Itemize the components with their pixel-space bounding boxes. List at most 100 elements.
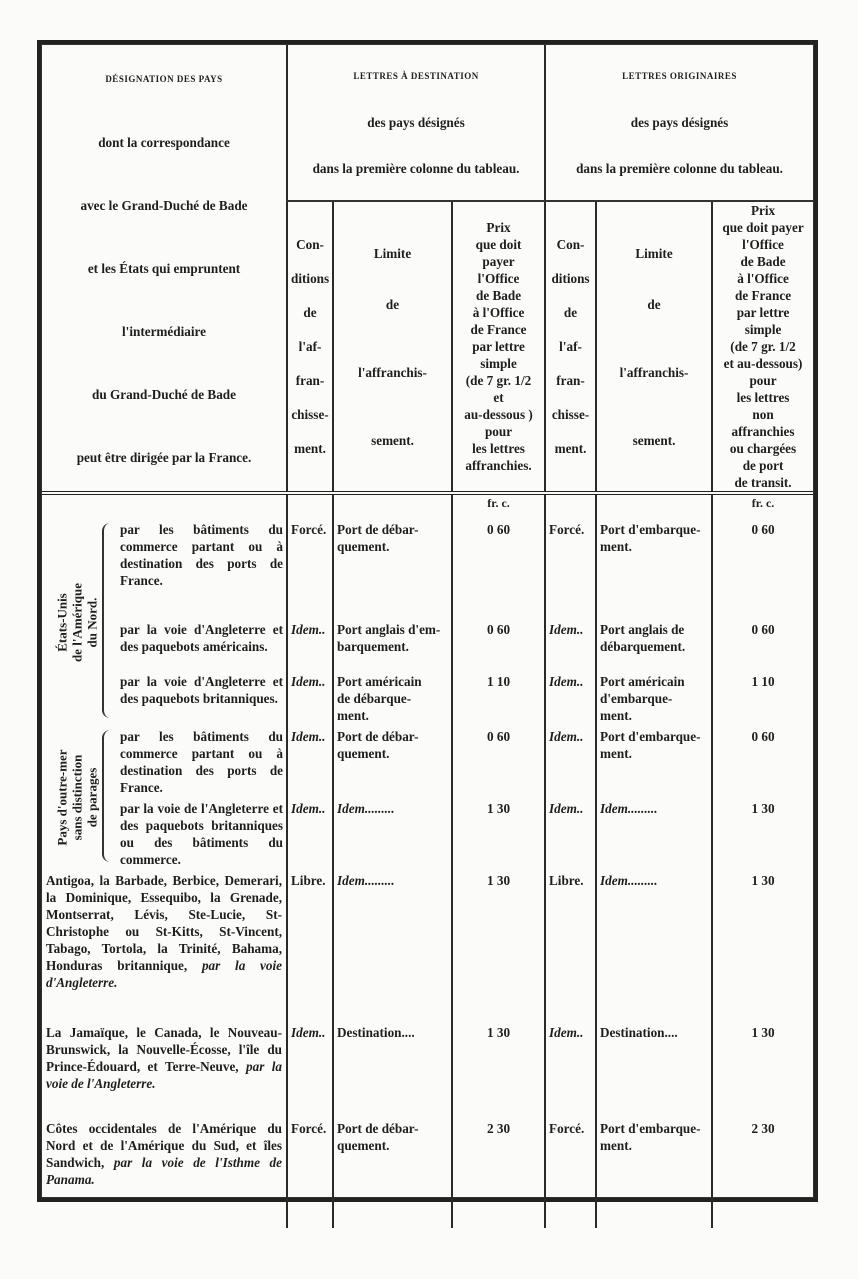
table-row: Côtes occidentales de l'Amérique du Nord… — [42, 1116, 814, 1228]
table-row: Pays d'outre-mer sans distinction de par… — [42, 724, 814, 862]
conditions-dest: Idem.. — [286, 796, 334, 868]
unit-spacer — [332, 493, 453, 517]
limite-orig: Idem......... — [595, 796, 713, 868]
header-limite-dest: Limite de l'affranchis- sement. — [332, 201, 453, 495]
via-text: par les bâtiments du commerce partant ou… — [120, 522, 284, 588]
designation-line: dont la correspondance — [98, 134, 230, 150]
conditions-orig: Libre. — [544, 868, 597, 1020]
table-row: par la voie d'Angleterre et des paquebot… — [42, 617, 814, 669]
country-cell: par les bâtiments du commerce partant ou… — [112, 724, 287, 796]
limite-dest: Idem......... — [332, 868, 453, 1020]
country-cell: La Jamaïque, le Canada, le Nouveau-Bruns… — [42, 1020, 287, 1116]
limite-dest: Destination.... — [332, 1020, 453, 1116]
brace-icon — [102, 523, 112, 718]
header-conditions-orig: Con- ditions de l'af- fran- chisse- ment… — [544, 201, 597, 495]
limite-dest: Idem......... — [332, 796, 453, 868]
group-label-cell: Pays d'outre-mer sans distinction de par… — [42, 724, 112, 868]
group-label: Pays d'outre-mer sans distinction de par… — [54, 749, 100, 846]
via-text: par la voie de l'Angleterre et des paque… — [120, 801, 284, 867]
prix-dest: 1 30 — [451, 1020, 546, 1116]
conditions-orig: Idem.. — [544, 1020, 597, 1116]
designation-header: DÉSIGNATION DES PAYS dont la corresponda… — [42, 45, 288, 495]
prix-orig: 1 30 — [711, 796, 814, 868]
limite-dest: Port anglais d'em- barquement. — [332, 617, 453, 669]
via-text: par la voie d'Angleterre et des paquebot… — [120, 674, 284, 706]
prix-orig: 1 30 — [711, 868, 814, 1020]
prix-dest: 0 60 — [451, 724, 546, 796]
prix-dest: 1 30 — [451, 796, 546, 868]
limite-orig: Port d'embarque- ment. — [595, 724, 713, 796]
conditions-dest: Forcé. — [286, 517, 334, 617]
prix-orig: 0 60 — [711, 517, 814, 617]
designation-line: et les États qui empruntent — [87, 260, 241, 276]
header-prix-dest: Prix que doit payer l'Office de Bade à l… — [451, 201, 546, 495]
limite-orig: Port américain d'embarque- ment. — [595, 669, 713, 724]
limite-orig: Idem......... — [595, 868, 713, 1020]
unit-label: fr. c. — [451, 493, 546, 517]
dest-group-line: dans la première colonne du tableau. — [312, 161, 520, 176]
postal-rates-table: DÉSIGNATION DES PAYS dont la corresponda… — [42, 45, 814, 1228]
brace-icon — [102, 730, 112, 862]
limite-orig: Destination.... — [595, 1020, 713, 1116]
via-text: Antigoa, la Barbade, Berbice, Demerari, … — [46, 873, 283, 973]
unit-spacer — [595, 493, 713, 517]
table-row: par la voie de l'Angleterre et des paque… — [42, 796, 814, 868]
conditions-orig: Idem.. — [544, 724, 597, 796]
via-italic: par la voie de l'Angleterre. — [46, 1059, 283, 1091]
country-cell: par la voie d'Angleterre et des paquebot… — [112, 617, 287, 669]
header-prix-orig: Prix que doit payer l'Office de Bade à l… — [711, 201, 814, 495]
conditions-orig: Forcé. — [544, 1116, 597, 1228]
designation-line: avec le Grand-Duché de Bade — [80, 197, 248, 213]
conditions-dest: Forcé. — [286, 1116, 334, 1228]
header-limite-orig: Limite de l'affranchis- sement. — [595, 201, 713, 495]
prix-dest: 1 10 — [451, 669, 546, 724]
designation-line: peut être dirigée par la France. — [76, 449, 252, 465]
dest-group-title: LETTRES À DESTINATION — [353, 71, 479, 81]
orig-group-line: des pays désignés — [630, 115, 729, 130]
dest-group-line: des pays désignés — [367, 115, 465, 130]
limite-orig: Port d'embarque- ment. — [595, 517, 713, 617]
orig-group-title: LETTRES ORIGINAIRES — [622, 71, 737, 81]
conditions-orig: Idem.. — [544, 669, 597, 724]
country-cell: Antigoa, la Barbade, Berbice, Demerari, … — [42, 868, 287, 1020]
unit-spacer — [286, 493, 334, 517]
prix-orig: 2 30 — [711, 1116, 814, 1228]
unit-spacer — [544, 493, 597, 517]
group-label-cell: États-Unis de l'Amérique du Nord. — [42, 517, 112, 724]
via-text: par les bâtiments du commerce partant ou… — [120, 729, 284, 795]
prix-dest: 2 30 — [451, 1116, 546, 1228]
prix-orig: 0 60 — [711, 724, 814, 796]
conditions-dest: Idem.. — [286, 1020, 334, 1116]
prix-orig: 0 60 — [711, 617, 814, 669]
unit-label: fr. c. — [711, 493, 814, 517]
header-conditions-dest: Con- ditions de l'af- fran- chisse- ment… — [286, 201, 334, 495]
prix-orig: 1 30 — [711, 1020, 814, 1116]
conditions-orig: Idem.. — [544, 617, 597, 669]
conditions-dest: Libre. — [286, 868, 334, 1020]
limite-dest: Port américain de débarque- ment. — [332, 669, 453, 724]
prix-dest: 0 60 — [451, 617, 546, 669]
prix-dest: 0 60 — [451, 517, 546, 617]
via-italic: par la voie de l'Isthme de Panama. — [46, 1155, 283, 1187]
country-cell: par la voie d'Angleterre et des paquebot… — [112, 669, 287, 724]
country-cell: par la voie de l'Angleterre et des paque… — [112, 796, 287, 868]
limite-orig: Port anglais de débarquement. — [595, 617, 713, 669]
conditions-dest: Idem.. — [286, 724, 334, 796]
designation-title: DÉSIGNATION DES PAYS — [105, 73, 223, 84]
designation-line: du Grand-Duché de Bade — [92, 386, 236, 402]
via-italic: par la voie d'Angleterre. — [46, 958, 283, 990]
limite-dest: Port de débar- quement. — [332, 517, 453, 617]
via-text: par la voie d'Angleterre et des paquebot… — [120, 622, 284, 654]
prix-orig: 1 10 — [711, 669, 814, 724]
table-row: États-Unis de l'Amérique du Nord. par les… — [42, 517, 814, 718]
via-text: La Jamaïque, le Canada, le Nouveau-Bruns… — [46, 1025, 283, 1074]
conditions-dest: Idem.. — [286, 669, 334, 724]
prix-dest: 1 30 — [451, 868, 546, 1020]
conditions-orig: Forcé. — [544, 517, 597, 617]
designation-line: l'intermédiaire — [122, 323, 206, 339]
limite-dest: Port de débar- quement. — [332, 1116, 453, 1228]
dest-group-header: LETTRES À DESTINATION des pays désignés … — [286, 45, 546, 202]
group-label: États-Unis de l'Amérique du Nord. — [54, 582, 100, 662]
conditions-orig: Idem.. — [544, 796, 597, 868]
conditions-dest: Idem.. — [286, 617, 334, 669]
